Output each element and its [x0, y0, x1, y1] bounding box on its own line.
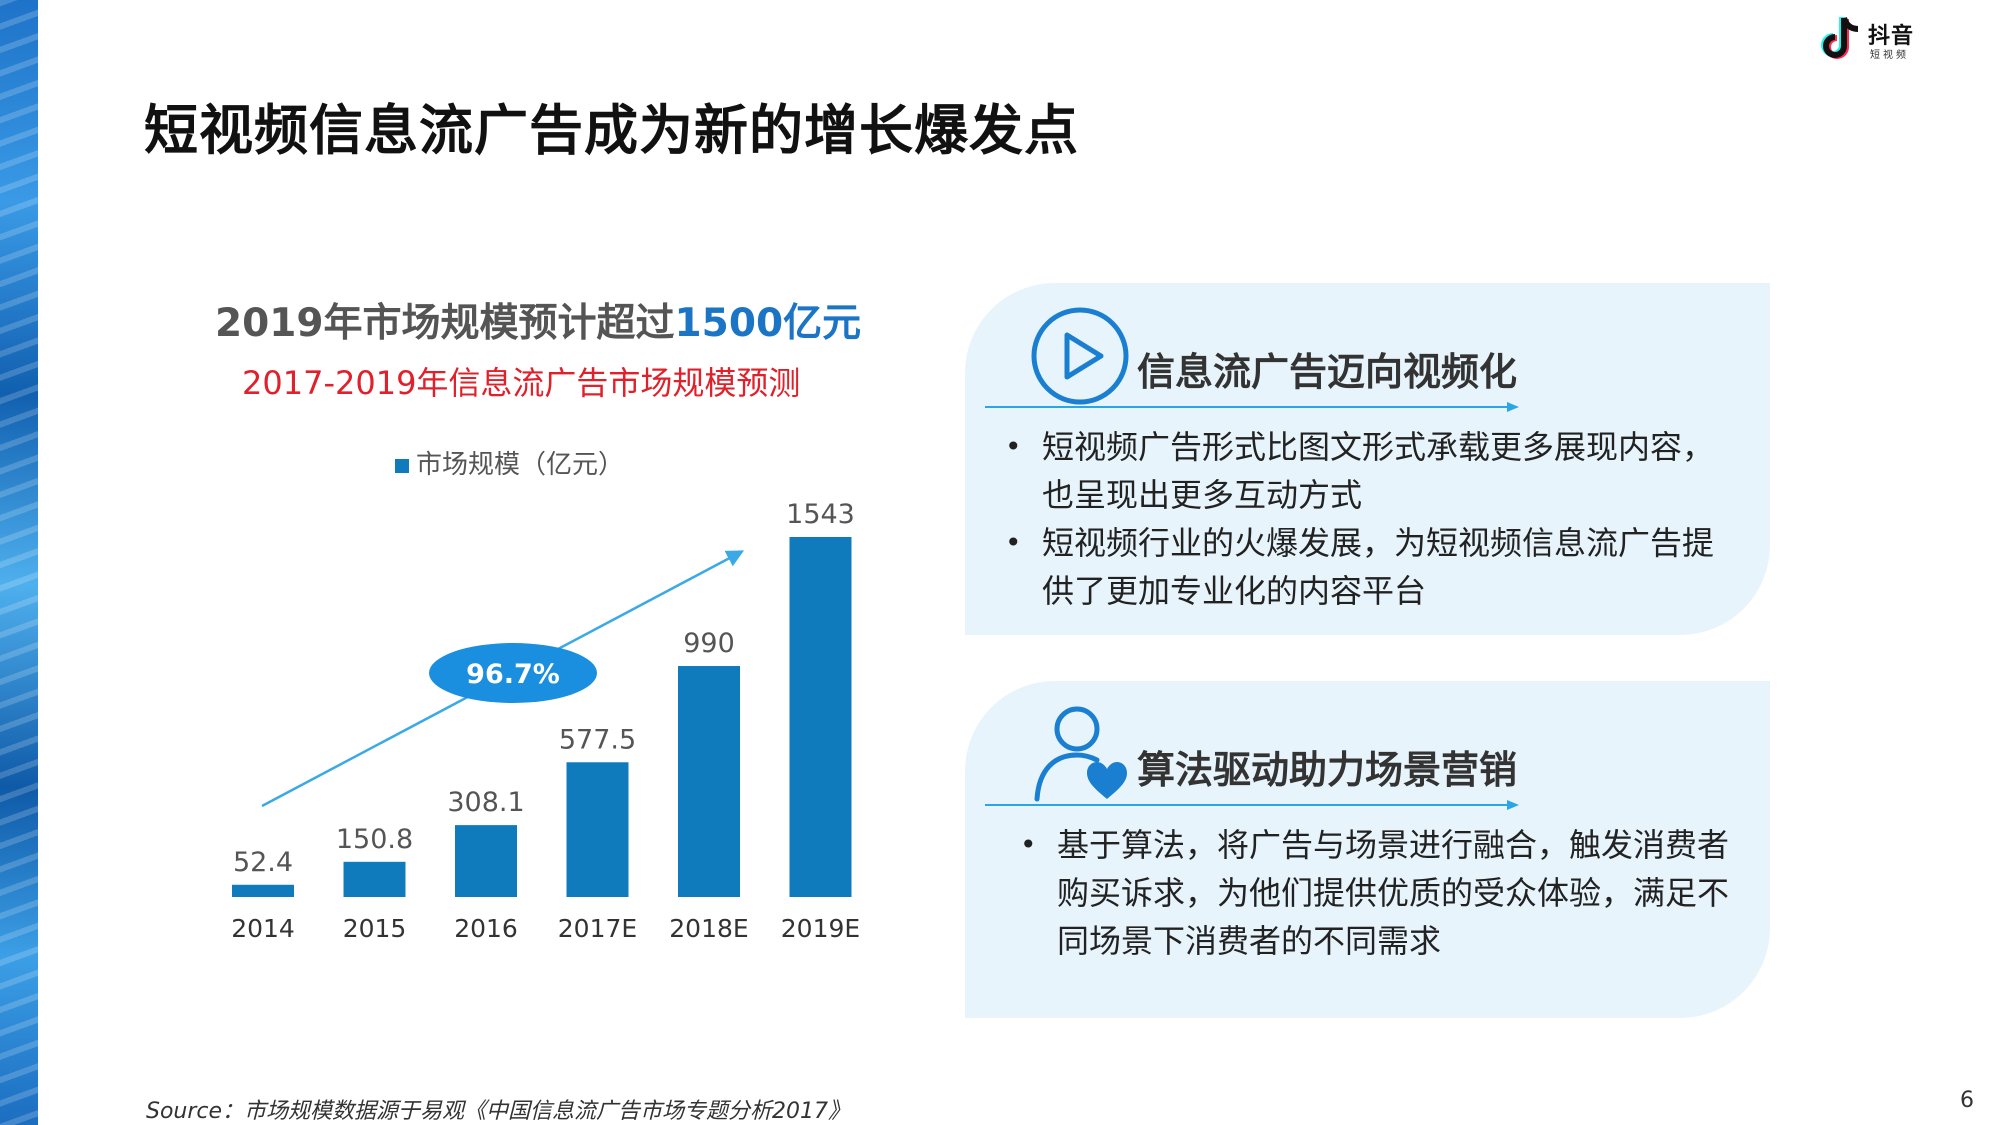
category-label: 2016: [454, 914, 518, 943]
panel-video-ads: 信息流广告迈向视频化 短视频广告形式比图文形式承载更多展现内容，也呈现出更多互动…: [965, 283, 1770, 635]
category-label: 2018E: [669, 914, 748, 943]
page-title: 短视频信息流广告成为新的增长爆发点: [144, 99, 1079, 162]
play-circle-icon: [1031, 307, 1129, 405]
category-label: 2014: [231, 914, 295, 943]
chart-title: 2017-2019年信息流广告市场规模预测: [242, 364, 801, 402]
value-label: 308.1: [447, 787, 524, 818]
decorative-left-strip: [0, 0, 38, 1125]
value-label: 1543: [786, 499, 855, 530]
list-item: 短视频行业的火爆发展，为短视频信息流广告提供了更加专业化的内容平台: [985, 519, 1745, 615]
panel-bullets-algorithm: 基于算法，将广告与场景进行融合，触发消费者购买诉求，为他们提供优质的受众体验，满…: [1000, 821, 1740, 965]
panel-title-algorithm: 算法驱动助力场景营销: [1137, 748, 1518, 792]
chart-headline-highlight: 1500亿元: [674, 301, 862, 346]
bar-2014: [232, 884, 294, 897]
legend-label: 市场规模（亿元）: [416, 450, 624, 480]
panel-bullets-video: 短视频广告形式比图文形式承载更多展现内容，也呈现出更多互动方式 短视频行业的火爆…: [985, 423, 1745, 615]
page-number: 6: [1960, 1088, 1974, 1113]
category-label: 2019E: [781, 914, 860, 943]
list-item: 基于算法，将广告与场景进行融合，触发消费者购买诉求，为他们提供优质的受众体验，满…: [1000, 821, 1740, 965]
value-label: 577.5: [559, 724, 636, 755]
value-label: 990: [683, 628, 735, 659]
growth-rate-badge: [429, 643, 597, 703]
bar-2019E: [789, 537, 852, 897]
growth-rate-label: 96.7%: [466, 659, 560, 690]
user-heart-icon: [1034, 706, 1127, 802]
douyin-logo: 抖音 短视频: [1818, 14, 1918, 64]
chart-headline: 2019年市场规模预计超过1500亿元: [215, 292, 861, 348]
logo-brand-text: 抖音: [1868, 24, 1915, 49]
value-label: 150.8: [336, 824, 413, 855]
logo-sub-text: 短视频: [1870, 50, 1909, 61]
panel-algorithm-marketing: 算法驱动助力场景营销 基于算法，将广告与场景进行融合，触发消费者购买诉求，为他们…: [965, 681, 1770, 1018]
category-label: 2017E: [558, 914, 637, 943]
list-item: 短视频广告形式比图文形式承载更多展现内容，也呈现出更多互动方式: [985, 423, 1745, 519]
bar-2018E: [678, 666, 740, 897]
panel-title-video: 信息流广告迈向视频化: [1137, 350, 1518, 394]
legend-swatch: [395, 459, 409, 473]
tiktok-note-icon: [1821, 17, 1859, 59]
panel-divider-arrow: [985, 800, 1519, 810]
category-label: 2015: [343, 914, 407, 943]
bar-2015: [343, 861, 406, 897]
bar-2017E: [566, 762, 629, 897]
source-note: Source：市场规模数据源于易观《中国信息流广告市场专题分析2017》: [146, 1099, 851, 1124]
bar-2016: [455, 825, 517, 897]
chart-headline-prefix: 2019年市场规模预计超过: [215, 301, 675, 346]
panel-divider-arrow: [985, 402, 1519, 412]
market-size-bar-chart: 市场规模（亿元） 96.7% 52.4 2014 150.8 2015 308.1 201…: [231, 450, 860, 943]
value-label: 52.4: [233, 847, 293, 878]
